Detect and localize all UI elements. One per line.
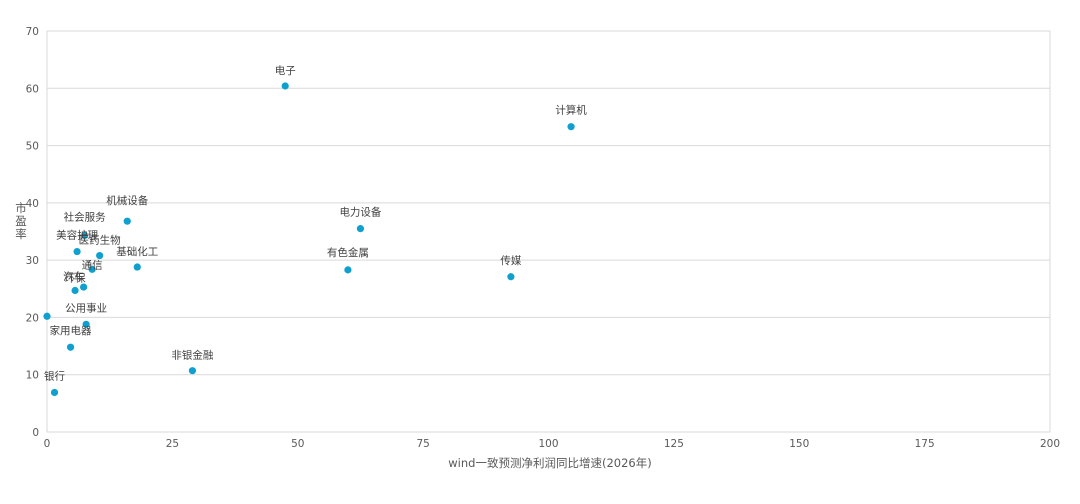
y-tick-label: 0: [32, 427, 39, 439]
y-tick-label: 20: [26, 312, 39, 324]
data-point: [344, 266, 352, 274]
data-label: 有色金属: [327, 246, 369, 259]
data-label: 汽车: [63, 270, 84, 283]
data-label: 非银金融: [171, 349, 213, 362]
data-label: 美容护理: [56, 229, 98, 242]
data-point: [281, 82, 289, 90]
x-tick-label: 150: [789, 438, 809, 450]
y-tick-label: 70: [26, 26, 39, 38]
y-axis-title: 市盈率: [15, 201, 27, 241]
data-point: [73, 247, 81, 256]
plot-area: [46, 30, 1051, 433]
data-point: [81, 231, 89, 240]
gridlines: [47, 30, 1050, 433]
y-tick-label: 60: [26, 83, 39, 95]
data-label: 银行: [44, 369, 65, 382]
data-point: [82, 320, 90, 328]
data-points: [43, 82, 575, 397]
x-tick-label: 125: [664, 438, 684, 450]
data-label: 医药生物: [79, 234, 121, 247]
x-tick-label: 0: [44, 438, 51, 450]
data-label: 社会服务: [64, 211, 106, 224]
data-label: 环保: [65, 272, 86, 285]
x-tick-label: 75: [416, 438, 429, 450]
y-tick-label: 30: [26, 255, 39, 267]
y-tick-label: 50: [26, 141, 39, 153]
data-label: 家用电器: [50, 324, 92, 337]
data-point: [66, 343, 75, 351]
y-axis-ticks: 0 10 20 30 40 50 60 70: [26, 26, 39, 439]
data-label: 通信: [82, 259, 103, 271]
data-label: 电子: [275, 64, 296, 77]
x-tick-label: 50: [291, 438, 304, 450]
x-axis-ticks: 0 25 50 75 100 125 150 175 200: [44, 438, 1060, 450]
data-label: 基础化工: [116, 245, 158, 258]
data-point: [188, 367, 197, 375]
data-label: 公用事业: [65, 301, 107, 314]
data-point: [356, 225, 365, 233]
data-point: [567, 123, 575, 131]
y-tick-label: 10: [26, 370, 39, 382]
data-point: [507, 273, 515, 281]
data-label: 电力设备: [339, 206, 381, 219]
data-point: [133, 263, 141, 271]
x-axis-title: wind一致预测净利润同比增速(2026年): [448, 456, 651, 470]
data-point: [43, 312, 51, 320]
x-tick-label: 25: [166, 438, 179, 450]
data-point: [123, 217, 131, 225]
data-label: 机械设备: [106, 194, 148, 207]
data-point: [80, 283, 88, 291]
data-point: [50, 388, 59, 397]
x-tick-label: 175: [915, 438, 935, 450]
data-label: 计算机: [555, 104, 587, 117]
x-tick-label: 200: [1040, 438, 1060, 450]
x-tick-label: 100: [538, 438, 558, 450]
data-point: [96, 251, 104, 260]
data-point: [88, 265, 96, 273]
y-tick-label: 40: [26, 198, 39, 210]
data-point: [71, 286, 79, 295]
data-label: 传媒: [500, 254, 521, 267]
